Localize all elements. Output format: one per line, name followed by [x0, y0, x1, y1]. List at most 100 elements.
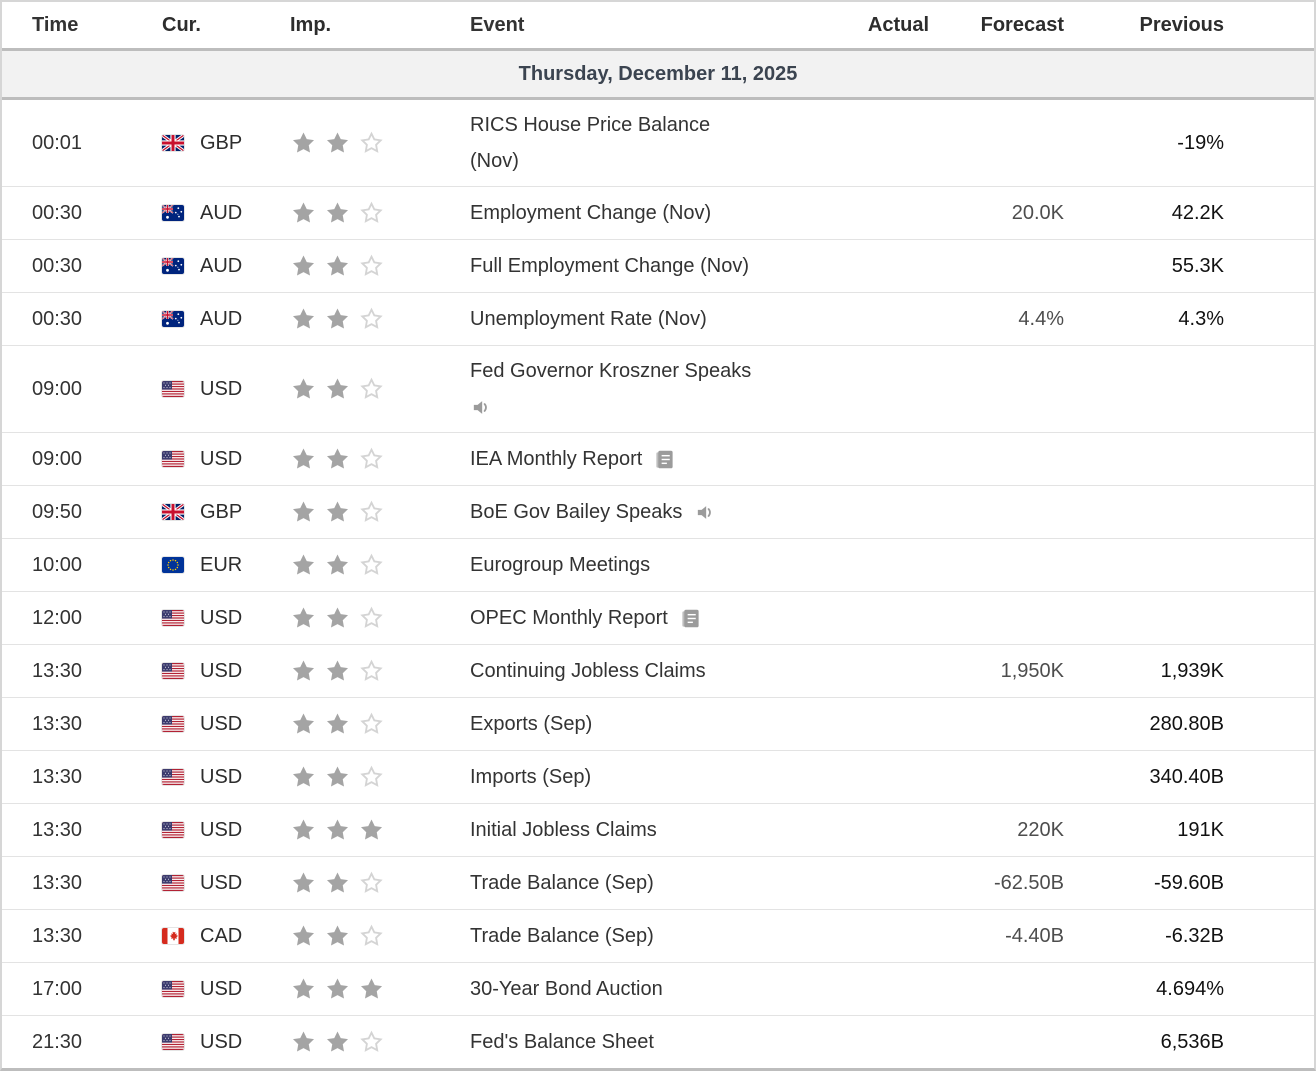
previous-value: -19%	[1177, 131, 1224, 154]
event-name[interactable]: 30-Year Bond Auction	[470, 977, 663, 1000]
previous-value: 42.2K	[1171, 201, 1224, 224]
currency-code: USD	[200, 377, 243, 400]
event-row[interactable]: 12:00 USD OPEC Monthly Report	[2, 591, 1314, 644]
importance-stars	[282, 976, 442, 1002]
star-filled-icon	[326, 872, 349, 893]
star-filled-icon	[326, 448, 349, 469]
star-filled-icon	[292, 554, 315, 575]
event-currency: EUR	[142, 554, 282, 577]
currency-code: USD	[200, 447, 243, 470]
event-name[interactable]: Imports (Sep)	[470, 765, 592, 788]
event-name[interactable]: Trade Balance (Sep)	[470, 871, 654, 894]
event-cell: Employment Change (Nov)	[442, 202, 842, 225]
currency-code: USD	[200, 977, 243, 1000]
event-name[interactable]: Fed Governor Kroszner Speaks	[470, 359, 752, 382]
event-name[interactable]: Trade Balance (Sep)	[470, 924, 654, 947]
star-filled-icon	[292, 378, 315, 399]
event-currency: CAD	[142, 925, 282, 948]
event-time: 21:30	[32, 1030, 83, 1053]
speaker-icon	[698, 505, 712, 519]
event-currency: USD	[142, 448, 282, 471]
star-empty-icon	[360, 712, 383, 734]
event-row[interactable]: 13:30 USD Trade Balance (Sep) -62.50B -5…	[2, 856, 1314, 909]
event-row[interactable]: 00:30 AUD Unemployment Rate (Nov) 4.4% 4…	[2, 292, 1314, 345]
event-name[interactable]: BoE Gov Bailey Speaks	[470, 500, 683, 523]
star-empty-icon	[360, 553, 383, 575]
currency-code: EUR	[200, 553, 243, 576]
star-empty-icon	[360, 871, 383, 893]
forecast-value: -4.40B	[1005, 924, 1064, 947]
event-name[interactable]: RICS House Price Balance	[470, 113, 711, 136]
event-row[interactable]: 00:30 AUD Employment Change (Nov) 20.0K …	[2, 186, 1314, 239]
previous-value: -59.60B	[1153, 871, 1224, 894]
event-time: 13:30	[32, 712, 83, 735]
star-empty-icon	[360, 307, 383, 329]
star-filled-icon	[292, 872, 315, 893]
event-name[interactable]: Initial Jobless Claims	[470, 818, 657, 841]
usd-flag-icon	[162, 451, 184, 467]
star-filled-icon	[326, 132, 349, 153]
star-empty-icon	[360, 765, 383, 787]
event-name[interactable]: Exports (Sep)	[470, 712, 593, 735]
forecast-value: 1,950K	[1000, 659, 1064, 682]
column-header-time: Time	[32, 13, 79, 36]
event-row[interactable]: 13:30 USD Initial Jobless Claims 220K 19…	[2, 803, 1314, 856]
date-label: Thursday, December 11, 2025	[518, 62, 798, 85]
table-header-row: Time Cur. Imp. Event Actual Forecast Pre…	[2, 2, 1314, 48]
event-time: 09:00	[32, 377, 83, 400]
event-currency: USD	[142, 978, 282, 1001]
event-name[interactable]: Fed's Balance Sheet	[470, 1030, 654, 1053]
star-empty-icon	[360, 659, 383, 681]
event-row[interactable]: 13:30 CAD Trade Balance (Sep) -4.40B -6.…	[2, 909, 1314, 962]
event-row[interactable]: 13:30 USD Exports (Sep) 280.80B	[2, 697, 1314, 750]
star-empty-icon	[360, 201, 383, 223]
event-name[interactable]: OPEC Monthly Report	[470, 606, 668, 629]
currency-code: CAD	[200, 924, 243, 947]
event-currency: USD	[142, 819, 282, 842]
star-filled-icon	[326, 308, 349, 329]
event-name[interactable]: IEA Monthly Report	[470, 447, 643, 470]
event-row[interactable]: 09:50 GBP BoE Gov Bailey Speaks	[2, 485, 1314, 538]
event-currency: GBP	[142, 132, 282, 155]
event-row[interactable]: 00:01 GBP RICS House Price Balance (Nov)…	[2, 100, 1314, 186]
event-name[interactable]: Full Employment Change (Nov)	[470, 254, 749, 277]
event-name[interactable]: Eurogroup Meetings	[470, 553, 651, 576]
importance-stars	[282, 306, 442, 332]
event-cell: Initial Jobless Claims	[442, 819, 842, 842]
event-detail: (Nov)	[470, 149, 519, 172]
event-row[interactable]: 17:00 USD 30-Year Bond Auction 4.694%	[2, 962, 1314, 1015]
gbp-flag-icon	[162, 504, 184, 520]
importance-stars	[282, 711, 442, 737]
event-row[interactable]: 13:30 USD Continuing Jobless Claims 1,95…	[2, 644, 1314, 697]
star-empty-icon	[360, 131, 383, 153]
event-row[interactable]: 10:00 EUR Eurogroup Meetings	[2, 538, 1314, 591]
event-name[interactable]: Unemployment Rate (Nov)	[470, 307, 707, 330]
event-name[interactable]: Continuing Jobless Claims	[470, 659, 706, 682]
star-filled-icon	[326, 978, 349, 999]
star-filled-icon	[292, 501, 315, 522]
event-row[interactable]: 13:30 USD Imports (Sep) 340.40B	[2, 750, 1314, 803]
importance-stars	[282, 253, 442, 279]
importance-stars	[282, 870, 442, 896]
report-icon	[682, 609, 699, 627]
event-currency: USD	[142, 378, 282, 401]
star-filled-icon	[292, 766, 315, 787]
event-currency: GBP	[142, 501, 282, 524]
previous-value: 55.3K	[1171, 254, 1224, 277]
event-cell: Fed's Balance Sheet	[442, 1031, 842, 1054]
importance-stars	[282, 1029, 442, 1055]
event-currency: USD	[142, 660, 282, 683]
star-empty-icon	[360, 606, 383, 628]
event-row[interactable]: 09:00 USD IEA Monthly Report	[2, 432, 1314, 485]
event-time: 10:00	[32, 553, 83, 576]
event-name[interactable]: Employment Change (Nov)	[470, 201, 712, 224]
cad-flag-icon	[162, 928, 184, 944]
event-row[interactable]: 09:00 USD Fed Governor Kroszner Speaks	[2, 345, 1314, 432]
previous-value: -6.32B	[1165, 924, 1224, 947]
importance-stars	[282, 923, 442, 949]
event-row[interactable]: 00:30 AUD Full Employment Change (Nov) 5…	[2, 239, 1314, 292]
previous-value: 280.80B	[1149, 712, 1224, 735]
star-filled-icon	[360, 819, 383, 840]
event-row[interactable]: 21:30 USD Fed's Balance Sheet 6,536B	[2, 1015, 1314, 1068]
currency-code: GBP	[200, 131, 243, 154]
